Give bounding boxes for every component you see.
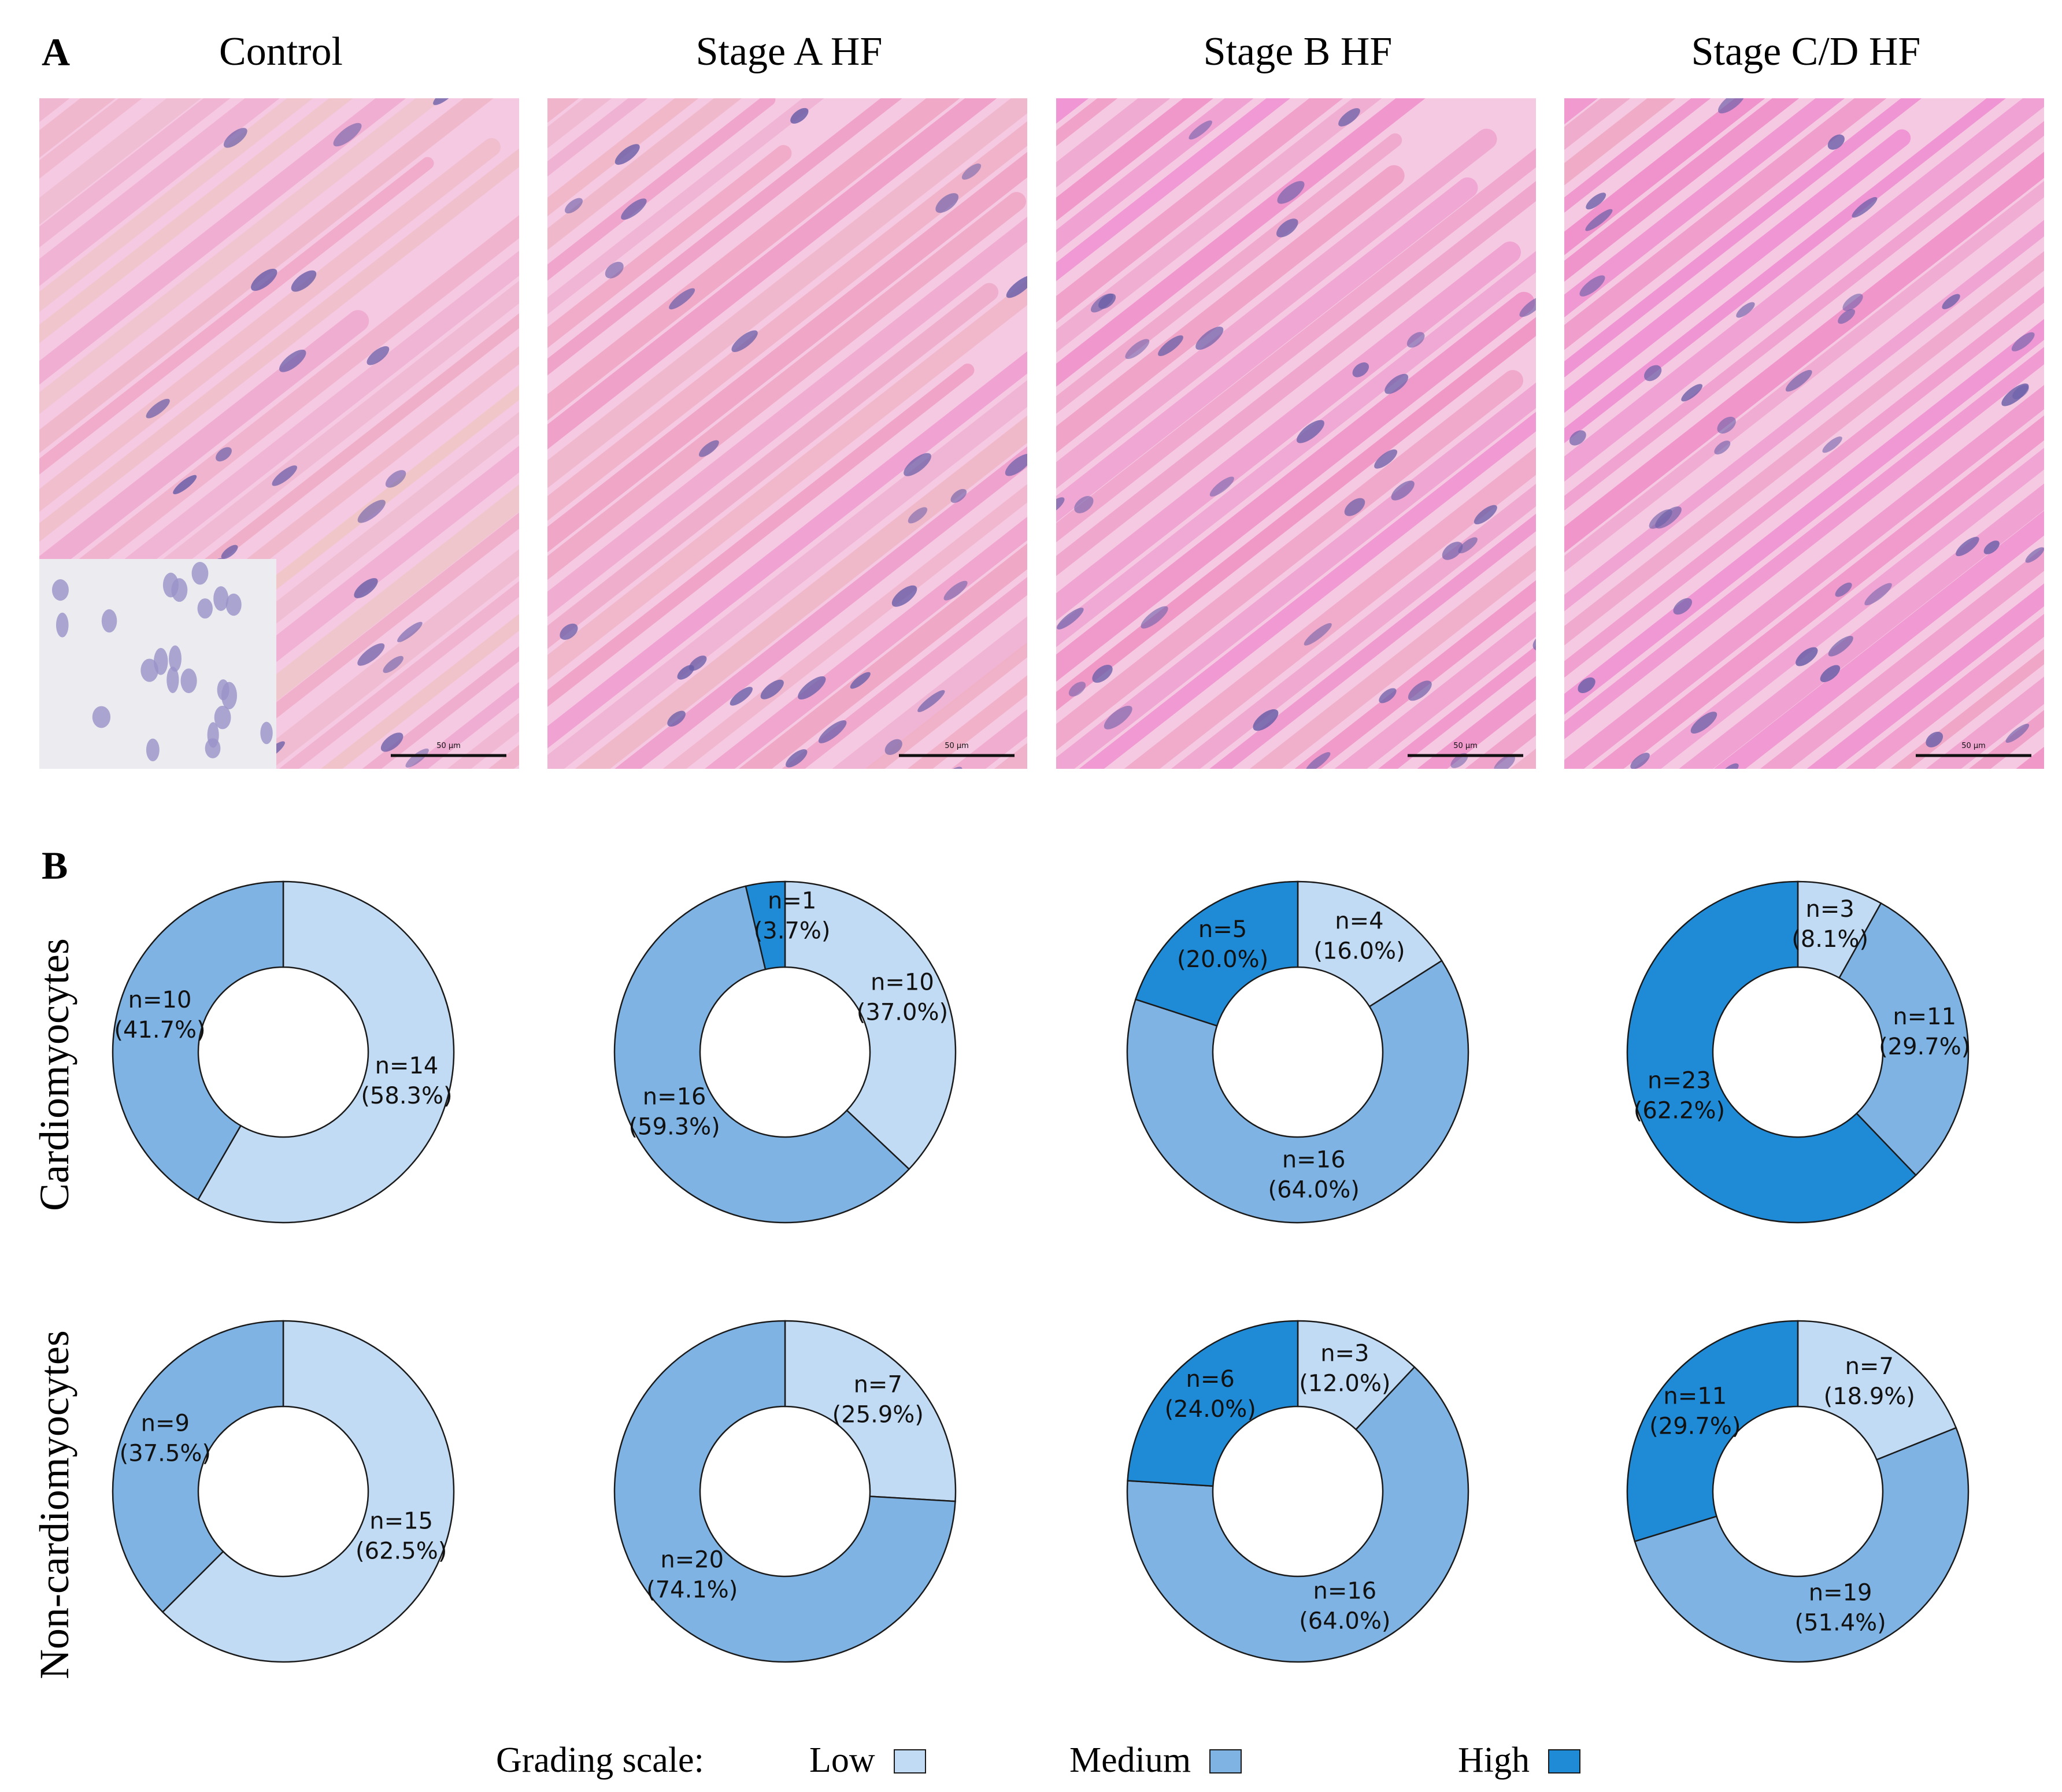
slice-label-medium: n=9 (37.5%) xyxy=(120,1410,211,1467)
micrograph-image: 50 µm xyxy=(1056,98,1536,769)
legend-item-low: Low xyxy=(809,1737,926,1783)
donut-chart-non-cardiomyocytes-control: n=15 (62.5%) n=9 (37.5%) xyxy=(112,1320,455,1663)
slice-label-medium: n=11 (29.7%) xyxy=(1879,1004,1970,1060)
donut-chart-non-cardiomyocytes-stage-a-hf: n=7 (25.9%) n=20 (74.1%) xyxy=(613,1320,957,1663)
legend-label-low: Low xyxy=(809,1741,875,1780)
scale-bar-label: 50 µm xyxy=(1961,742,1986,750)
scale-bar: 50 µm xyxy=(1916,742,2031,757)
slice-high xyxy=(1127,1320,1299,1487)
slice-high xyxy=(745,880,786,971)
negative-control-inset xyxy=(39,559,276,769)
panel-a-label: A xyxy=(42,30,71,74)
legend-swatch-medium xyxy=(1209,1749,1242,1774)
scale-bar: 50 µm xyxy=(391,742,506,757)
slice-medium xyxy=(1634,1427,1970,1663)
slice-label-medium: n=16 (59.3%) xyxy=(628,1084,720,1141)
scale-bar-label: 50 µm xyxy=(436,742,461,750)
donut-chart-cardiomyocytes-control: n=14 (58.3%) n=10 (41.7%) xyxy=(112,880,455,1224)
slice-medium xyxy=(1126,1366,1469,1663)
slice-low xyxy=(1797,1320,1957,1461)
scale-bar: 50 µm xyxy=(1408,742,1523,757)
slice-label-medium: n=10 (41.7%) xyxy=(114,987,205,1043)
micrograph-image: 50 µm xyxy=(39,98,519,769)
slice-label-high: n=5 (20.0%) xyxy=(1177,916,1268,973)
donut-chart-non-cardiomyocytes-stage-b-hf: n=3 (12.0%) n=16 (64.0%) n=6 (24.0%) xyxy=(1126,1320,1469,1663)
slice-label-medium: n=19 (51.4%) xyxy=(1794,1579,1886,1636)
donut-chart-cardiomyocytes-stage-a-hf: n=10 (37.0%) n=16 (59.3%) n=1 (3.7%) xyxy=(613,880,957,1224)
slice-high xyxy=(1626,880,1917,1224)
legend-label-medium: Medium xyxy=(1069,1741,1191,1780)
slice-medium xyxy=(613,1320,956,1663)
micrograph-control: 50 µm xyxy=(39,98,519,769)
micrograph-image: 50 µm xyxy=(1564,98,2044,769)
legend-title: Grading scale: xyxy=(496,1741,704,1780)
slice-label-high: n=23 (62.2%) xyxy=(1634,1067,1725,1124)
slice-medium xyxy=(112,1320,284,1613)
column-title-control: Control xyxy=(219,29,343,74)
slice-low xyxy=(1297,1320,1416,1431)
slice-label-low: n=10 (37.0%) xyxy=(857,969,948,1025)
scale-bar-label: 50 µm xyxy=(945,742,969,750)
column-title-stage-a: Stage A HF xyxy=(695,29,883,74)
micrograph-image: 50 µm xyxy=(547,98,1027,769)
slice-low xyxy=(1297,880,1443,1008)
slice-high xyxy=(1134,880,1299,1027)
slice-label-high: n=1 (3.7%) xyxy=(754,888,831,945)
slice-label-low: n=4 (16.0%) xyxy=(1313,908,1405,964)
slice-medium xyxy=(112,880,284,1201)
slice-label-high: n=6 (24.0%) xyxy=(1165,1366,1256,1423)
donut-chart-cardiomyocytes-stage-b-hf: n=4 (16.0%) n=16 (64.0%) n=5 (20.0%) xyxy=(1126,880,1469,1224)
slice-label-low: n=15 (62.5%) xyxy=(356,1508,447,1565)
slice-label-low: n=3 (8.1%) xyxy=(1791,896,1868,953)
scale-bar: 50 µm xyxy=(899,742,1015,757)
scale-bar-label: 50 µm xyxy=(1453,742,1478,750)
column-title-stage-b: Stage B HF xyxy=(1203,29,1393,74)
slice-medium xyxy=(613,885,910,1224)
micrograph-stage-a: 50 µm xyxy=(547,98,1027,769)
slice-low xyxy=(161,1320,455,1663)
donut-chart-cardiomyocytes-stage-c-d-hf: n=3 (8.1%)n=11 (29.7%) n=23 (62.2%) xyxy=(1626,880,1970,1224)
slice-low xyxy=(784,1320,957,1502)
donut-chart-non-cardiomyocytes-stage-c-d-hf: n=7 (18.9%) n=19 (51.4%) n=11 (29.7%) xyxy=(1626,1320,1970,1663)
slice-label-low: n=3 (12.0%) xyxy=(1299,1341,1390,1397)
slice-label-medium: n=20 (74.1%) xyxy=(646,1547,738,1604)
slice-label-low: n=14 (58.3%) xyxy=(361,1053,452,1109)
legend-label-high: High xyxy=(1458,1741,1530,1780)
legend: Grading scale: Low Medium High xyxy=(0,1737,2062,1783)
legend-item-high: High xyxy=(1458,1737,1580,1783)
column-title-stage-cd: Stage C/D HF xyxy=(1691,29,1921,74)
legend-item-medium: Medium xyxy=(1069,1737,1242,1783)
slice-label-low: n=7 (18.9%) xyxy=(1824,1353,1915,1410)
slice-medium xyxy=(1126,960,1469,1224)
slice-low xyxy=(197,880,455,1224)
slice-low xyxy=(784,880,957,1171)
legend-swatch-low xyxy=(893,1749,926,1774)
legend-swatch-high xyxy=(1548,1749,1580,1774)
micrograph-stage-b: 50 µm xyxy=(1056,98,1536,769)
micrograph-stage-cd: 50 µm xyxy=(1564,98,2044,769)
slice-high xyxy=(1626,1320,1799,1542)
slice-medium xyxy=(1838,902,1970,1176)
slice-label-high: n=11 (29.7%) xyxy=(1649,1383,1741,1440)
slice-label-medium: n=16 (64.0%) xyxy=(1299,1578,1390,1634)
panel-b-label: B xyxy=(42,843,68,887)
slice-label-low: n=7 (25.9%) xyxy=(832,1371,924,1428)
slice-label-medium: n=16 (64.0%) xyxy=(1268,1146,1360,1203)
